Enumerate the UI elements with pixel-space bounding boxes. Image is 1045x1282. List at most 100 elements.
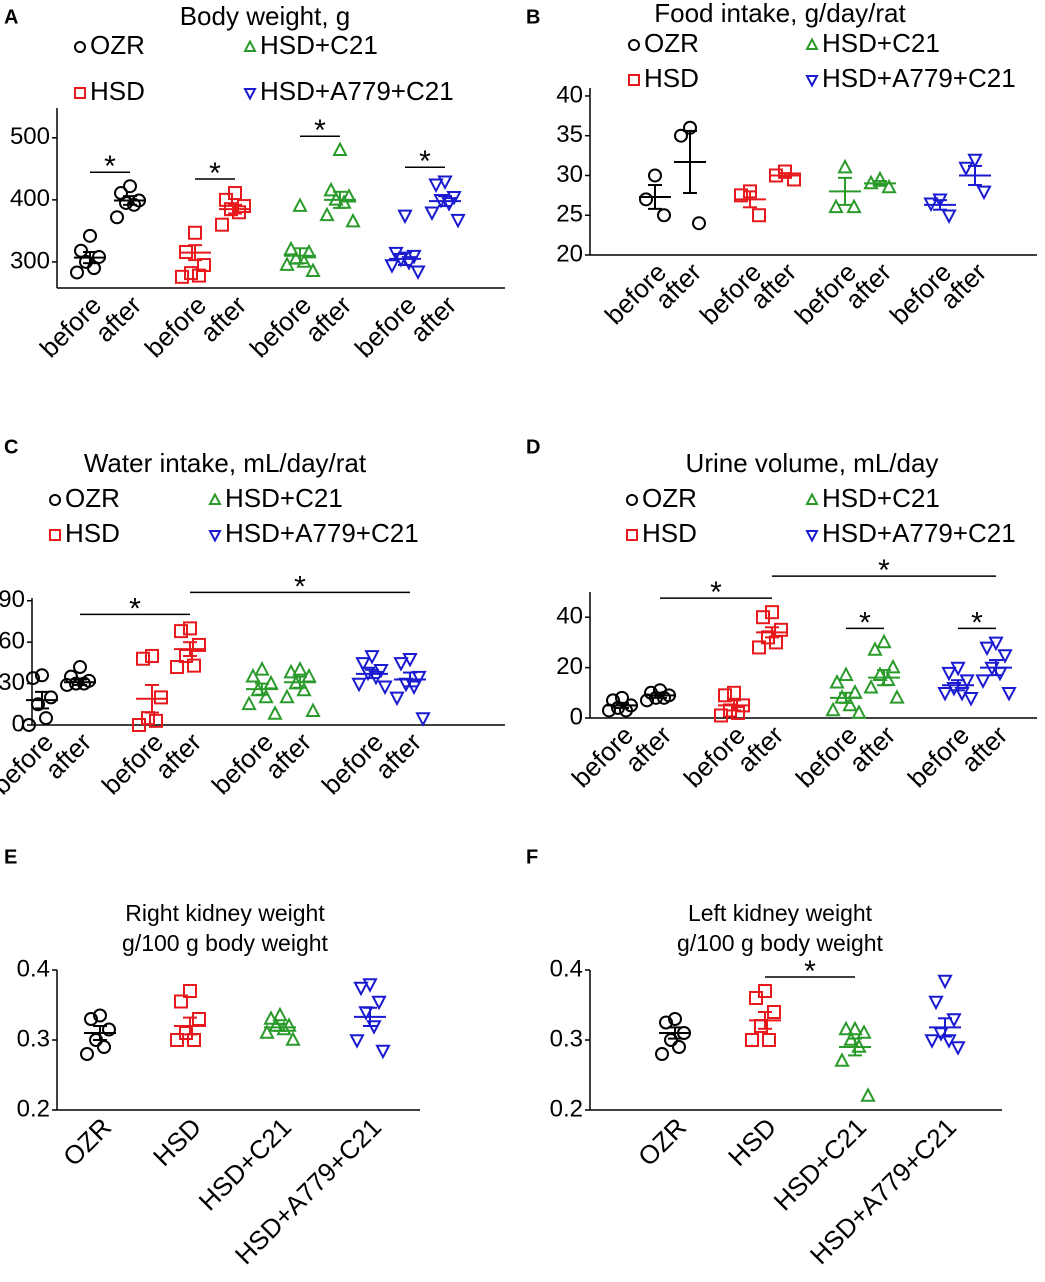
- point: [437, 175, 453, 190]
- legend-label: HSD+C21: [260, 30, 378, 60]
- point: [668, 1012, 682, 1026]
- point: [296, 681, 312, 697]
- point: [272, 1006, 288, 1022]
- point: [254, 661, 270, 676]
- y-tick-label: 500: [10, 123, 50, 150]
- point: [132, 718, 146, 732]
- x-tick-label: OZR: [632, 1112, 692, 1172]
- point: [175, 269, 189, 284]
- point: [774, 622, 788, 637]
- point: [979, 641, 995, 657]
- legend-label: HSD+A779+C21: [225, 518, 419, 548]
- point: [860, 1087, 876, 1102]
- point: [828, 198, 844, 214]
- point: [341, 188, 357, 203]
- point: [232, 205, 246, 220]
- panel-letter: E: [4, 846, 17, 868]
- x-tick-label: after: [619, 720, 677, 778]
- point: [834, 1052, 850, 1067]
- point: [123, 179, 137, 194]
- point: [749, 991, 763, 1005]
- point: [714, 708, 728, 723]
- chart-title: Right kidney weight: [125, 900, 325, 926]
- y-tick-label: 30: [556, 161, 583, 188]
- chart-title: Urine volume, mL/day: [686, 448, 939, 478]
- point: [727, 685, 741, 700]
- legend-label: HSD+C21: [822, 483, 940, 513]
- y-tick-label: 400: [10, 185, 50, 212]
- legend-marker: [805, 530, 819, 543]
- chart-title: Left kidney weight: [688, 900, 873, 926]
- point: [305, 262, 321, 278]
- chart-title: Water intake, mL/day/rat: [84, 448, 367, 478]
- point: [752, 208, 766, 223]
- point: [263, 1010, 279, 1025]
- point: [752, 640, 766, 655]
- point: [424, 206, 440, 222]
- chart-title: Body weight, g: [180, 1, 351, 31]
- point: [377, 680, 393, 696]
- point: [937, 687, 953, 702]
- point: [976, 185, 992, 201]
- y-tick-label: 20: [556, 653, 583, 680]
- point: [73, 660, 87, 675]
- x-tick-label: HSD: [147, 1112, 207, 1172]
- legend-label: OZR: [642, 483, 697, 513]
- point: [718, 688, 732, 703]
- point: [83, 228, 97, 243]
- point: [745, 1033, 759, 1047]
- x-tick-label: after: [955, 720, 1013, 778]
- point: [428, 178, 444, 194]
- point: [187, 658, 201, 673]
- y-tick-label: 0.4: [17, 955, 50, 982]
- point: [245, 667, 261, 683]
- x-tick-label: after: [194, 290, 252, 348]
- point: [183, 621, 197, 636]
- point: [655, 1047, 669, 1061]
- y-tick-label: 25: [556, 201, 583, 228]
- y-tick-label: 30: [0, 669, 25, 696]
- x-tick-label: after: [299, 290, 357, 348]
- point: [692, 216, 706, 231]
- point: [958, 161, 974, 177]
- point: [787, 172, 801, 187]
- point: [371, 995, 387, 1011]
- point: [648, 168, 662, 183]
- point: [110, 210, 124, 225]
- point: [258, 688, 274, 704]
- point: [1001, 687, 1017, 702]
- chart-subtitle: g/100 g body weight: [122, 930, 328, 956]
- y-tick-label: 40: [556, 81, 583, 108]
- legend-marker: [208, 492, 222, 505]
- point: [170, 660, 184, 675]
- point: [657, 208, 671, 223]
- y-tick-label: 0.3: [550, 1025, 583, 1052]
- point: [93, 1008, 107, 1023]
- legend-marker: [243, 88, 257, 101]
- point: [950, 1041, 966, 1056]
- significance-label: *: [878, 554, 890, 587]
- point: [332, 141, 348, 157]
- legend-label: HSD+C21: [822, 28, 940, 58]
- y-tick-label: 0.2: [550, 1095, 583, 1122]
- point: [967, 153, 983, 169]
- point: [188, 225, 202, 240]
- point: [279, 688, 295, 704]
- point: [674, 128, 688, 143]
- point: [349, 1034, 365, 1049]
- y-tick-label: 0.4: [550, 955, 583, 982]
- x-tick-label: after: [149, 727, 207, 785]
- legend-label: HSD: [90, 76, 145, 106]
- point: [885, 658, 901, 674]
- x-tick-label: after: [404, 290, 462, 348]
- point: [924, 1034, 940, 1049]
- point: [174, 624, 188, 639]
- legend-marker: [628, 74, 640, 86]
- point: [997, 649, 1013, 664]
- point: [846, 198, 862, 214]
- point: [345, 212, 361, 228]
- point: [941, 209, 957, 224]
- y-tick-label: 40: [556, 603, 583, 630]
- legend-label: HSD+A779+C21: [260, 76, 454, 106]
